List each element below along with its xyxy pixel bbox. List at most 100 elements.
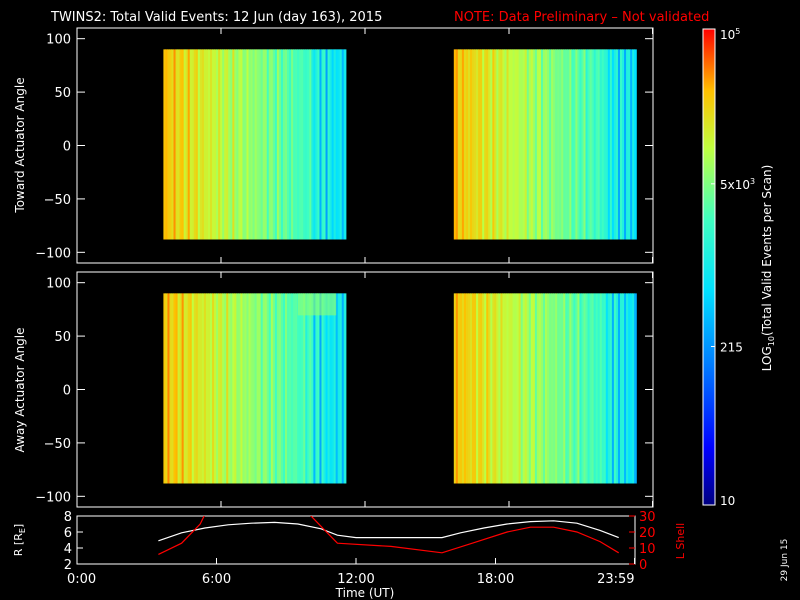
heat-strip [254, 293, 258, 484]
ylabel-lshell: L Shell [674, 523, 687, 559]
heat-strip [545, 49, 548, 240]
colorbar-tick-exp: 3 [750, 177, 755, 186]
heat-strip [577, 293, 581, 484]
heat-strip [248, 293, 252, 484]
heat-strip [459, 49, 463, 240]
heat-strip [567, 49, 570, 240]
heat-strip [272, 49, 276, 240]
heat-strip [248, 49, 252, 240]
heat-strip [494, 49, 497, 240]
heat-strip [216, 49, 219, 240]
colorbar-tick-label: 105 [720, 27, 740, 42]
heat-strip [262, 293, 266, 484]
heat-strip [583, 49, 587, 240]
chart-title: TWINS2: Total Valid Events: 12 Jun (day … [50, 10, 382, 25]
axis-away: 100 50 0 −50 −100 [35, 272, 654, 507]
heat-strip [311, 293, 314, 484]
heat-strip [232, 49, 235, 240]
heat-strip [234, 49, 237, 240]
heatmap-toward [163, 49, 637, 240]
heat-strip [492, 293, 495, 484]
heat-strip [197, 293, 201, 484]
heat-strip [484, 49, 487, 240]
heat-strip [514, 293, 518, 484]
l-shell-line [310, 516, 620, 554]
heat-strip [571, 49, 574, 240]
r-tick-label: 6 [64, 526, 72, 541]
heat-strip [258, 49, 262, 240]
heat-strip [528, 293, 532, 484]
heat-strip [470, 293, 473, 484]
heat-strip [165, 293, 169, 484]
heat-strip [199, 49, 203, 240]
heat-strip [175, 293, 179, 484]
heat-strip [628, 293, 631, 484]
heat-strip [222, 49, 225, 240]
heat-strip [480, 293, 483, 484]
heat-strip [597, 49, 601, 240]
heat-strip [547, 293, 550, 484]
heat-strip [516, 293, 520, 484]
heat-strip [589, 293, 593, 484]
heat-strip [486, 49, 489, 240]
heat-strip [538, 293, 542, 484]
xlabel-time: Time (UT) [335, 586, 395, 600]
heat-strip [238, 49, 242, 240]
colorbar-label-prefix: LOG [760, 346, 774, 371]
heat-strip [591, 49, 595, 240]
heat-strip [465, 49, 469, 240]
heat-strip [331, 293, 335, 484]
heat-strip [490, 49, 493, 240]
heat-strip [321, 49, 325, 240]
heat-strip [173, 49, 177, 240]
heat-strip [325, 293, 329, 484]
heat-strip [619, 293, 623, 484]
heat-strip [585, 49, 589, 240]
heat-strip [593, 293, 597, 484]
heat-strip [232, 293, 235, 484]
heat-strip [315, 49, 319, 240]
heat-strip [341, 49, 345, 240]
heat-strip [228, 293, 231, 484]
heat-strip [287, 293, 290, 484]
heat-strip [207, 293, 211, 484]
ytick-label: 0 [63, 384, 71, 399]
heat-strip [482, 49, 485, 240]
l-tick-label: 10 [639, 542, 656, 557]
heat-strip [295, 293, 298, 484]
heat-strip [183, 49, 187, 240]
orbit-lines [158, 516, 620, 555]
heat-strip [498, 293, 502, 484]
heat-strip [191, 49, 195, 240]
heat-strip [327, 293, 331, 484]
heat-strip [343, 49, 347, 240]
heat-strip [167, 49, 171, 240]
heat-strip [506, 49, 510, 240]
heat-strip [461, 293, 465, 484]
heat-strip [262, 49, 266, 240]
ytick-label: 100 [46, 33, 71, 48]
heat-strip [181, 49, 185, 240]
heat-strip [502, 293, 506, 484]
heat-strip [597, 293, 601, 484]
heat-strip [605, 49, 609, 240]
heat-strip [538, 49, 542, 240]
heat-strip [203, 293, 207, 484]
heat-strip [179, 49, 183, 240]
heat-strip [175, 49, 179, 240]
heat-strip [163, 49, 167, 240]
heat-strip [524, 293, 528, 484]
heat-strip [510, 293, 514, 484]
heat-strip [319, 293, 323, 484]
heat-strip [240, 49, 244, 240]
heat-strip [282, 49, 286, 240]
heat-strip [472, 49, 475, 240]
heat-strip [557, 49, 560, 240]
heat-strip [244, 49, 248, 240]
heat-strip [514, 49, 518, 240]
heat-strip [195, 293, 199, 484]
heat-strip [467, 49, 471, 240]
